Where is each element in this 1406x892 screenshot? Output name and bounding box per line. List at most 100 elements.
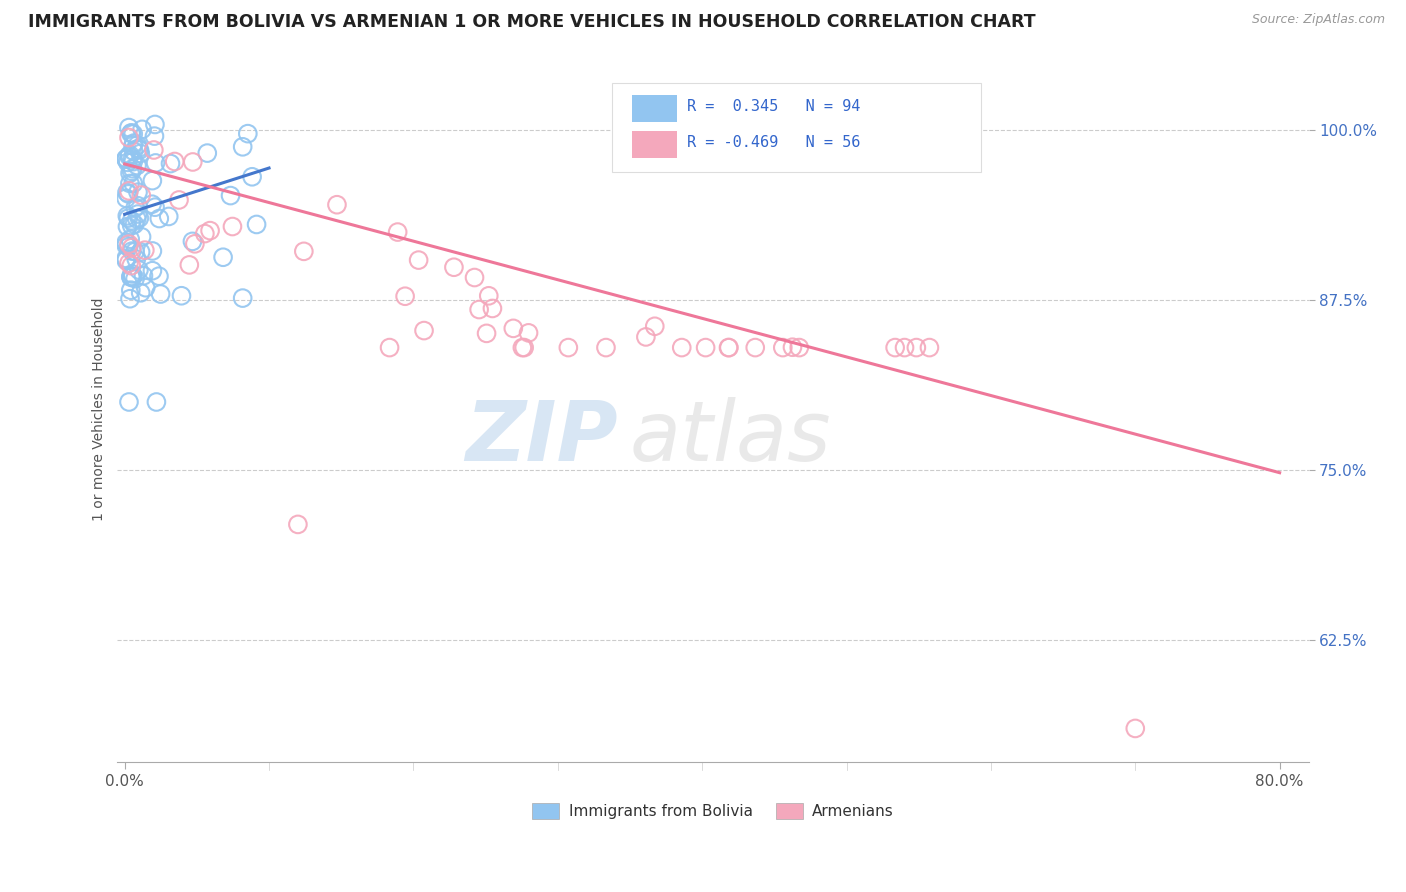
Point xyxy=(128,143,150,157)
Point xyxy=(122,136,145,150)
Point xyxy=(143,118,166,132)
Point xyxy=(159,156,181,170)
Point xyxy=(118,395,141,409)
Point xyxy=(120,126,142,140)
Point xyxy=(502,321,524,335)
Point xyxy=(141,197,163,211)
Point xyxy=(634,330,657,344)
Point xyxy=(671,341,693,355)
Point xyxy=(179,258,201,272)
Point xyxy=(695,341,717,355)
Text: IMMIGRANTS FROM BOLIVIA VS ARMENIAN 1 OR MORE VEHICLES IN HOUSEHOLD CORRELATION : IMMIGRANTS FROM BOLIVIA VS ARMENIAN 1 OR… xyxy=(28,13,1036,31)
Point xyxy=(475,326,498,341)
Point xyxy=(717,341,740,355)
FancyBboxPatch shape xyxy=(631,131,678,158)
Point xyxy=(118,292,141,306)
Point xyxy=(195,146,218,161)
Point xyxy=(221,219,243,234)
Point xyxy=(287,517,309,532)
Point xyxy=(236,127,259,141)
Point xyxy=(122,144,145,158)
Point xyxy=(141,263,163,277)
Point xyxy=(595,341,617,355)
Point xyxy=(128,211,150,225)
Point xyxy=(893,341,915,355)
Point xyxy=(127,138,149,153)
Point xyxy=(125,211,148,226)
Point xyxy=(413,324,436,338)
Point xyxy=(118,237,141,252)
Point xyxy=(481,301,503,316)
FancyBboxPatch shape xyxy=(631,95,678,122)
Point xyxy=(121,161,143,176)
Point xyxy=(782,340,804,354)
Point xyxy=(118,149,141,163)
Point xyxy=(744,341,766,355)
Point xyxy=(121,164,143,178)
Point xyxy=(118,184,141,198)
Point xyxy=(512,341,534,355)
Point xyxy=(121,213,143,227)
Point xyxy=(513,341,536,355)
Point xyxy=(884,341,907,355)
Point xyxy=(131,230,153,244)
Point xyxy=(121,244,143,258)
Point xyxy=(115,186,138,200)
Point xyxy=(121,241,143,255)
Point xyxy=(212,250,235,264)
Point xyxy=(408,253,430,268)
Text: R = -0.469   N = 56: R = -0.469 N = 56 xyxy=(686,135,860,150)
Point xyxy=(468,302,491,317)
Point xyxy=(117,209,139,223)
Point xyxy=(232,140,254,154)
Point xyxy=(124,244,146,259)
Point xyxy=(148,211,170,226)
Point xyxy=(517,326,540,340)
Point xyxy=(143,129,166,144)
Point xyxy=(120,259,142,273)
Text: atlas: atlas xyxy=(630,397,831,477)
Point xyxy=(125,159,148,173)
Point xyxy=(117,219,139,234)
Point xyxy=(157,210,180,224)
Point xyxy=(131,122,153,136)
FancyBboxPatch shape xyxy=(612,84,981,172)
Point xyxy=(118,256,141,270)
Point xyxy=(194,227,217,241)
Point xyxy=(326,198,349,212)
Point xyxy=(145,395,167,409)
Point xyxy=(122,127,145,141)
Point xyxy=(918,341,941,355)
Point xyxy=(240,169,263,184)
Point xyxy=(115,238,138,252)
Point xyxy=(787,341,810,355)
Point xyxy=(117,155,139,169)
Point xyxy=(118,120,141,135)
Text: R =  0.345   N = 94: R = 0.345 N = 94 xyxy=(686,99,860,114)
Point xyxy=(772,341,794,355)
Point xyxy=(120,269,142,284)
Point xyxy=(443,260,465,275)
Point xyxy=(118,177,141,191)
Legend: Immigrants from Bolivia, Armenians: Immigrants from Bolivia, Armenians xyxy=(526,797,900,825)
Point xyxy=(120,127,142,141)
Text: ZIP: ZIP xyxy=(465,397,617,477)
Point xyxy=(394,289,416,303)
Point xyxy=(1123,722,1146,736)
Point xyxy=(129,188,152,202)
Point xyxy=(132,268,155,283)
Point xyxy=(128,263,150,277)
Point xyxy=(464,270,486,285)
Point xyxy=(127,141,149,155)
Point xyxy=(125,252,148,267)
Point xyxy=(121,152,143,166)
Point xyxy=(143,200,166,214)
Point xyxy=(115,152,138,166)
Text: Source: ZipAtlas.com: Source: ZipAtlas.com xyxy=(1251,13,1385,27)
Point xyxy=(121,267,143,281)
Point xyxy=(141,174,163,188)
Point xyxy=(129,244,152,259)
Point xyxy=(141,244,163,258)
Point xyxy=(181,235,204,249)
Point xyxy=(145,156,167,170)
